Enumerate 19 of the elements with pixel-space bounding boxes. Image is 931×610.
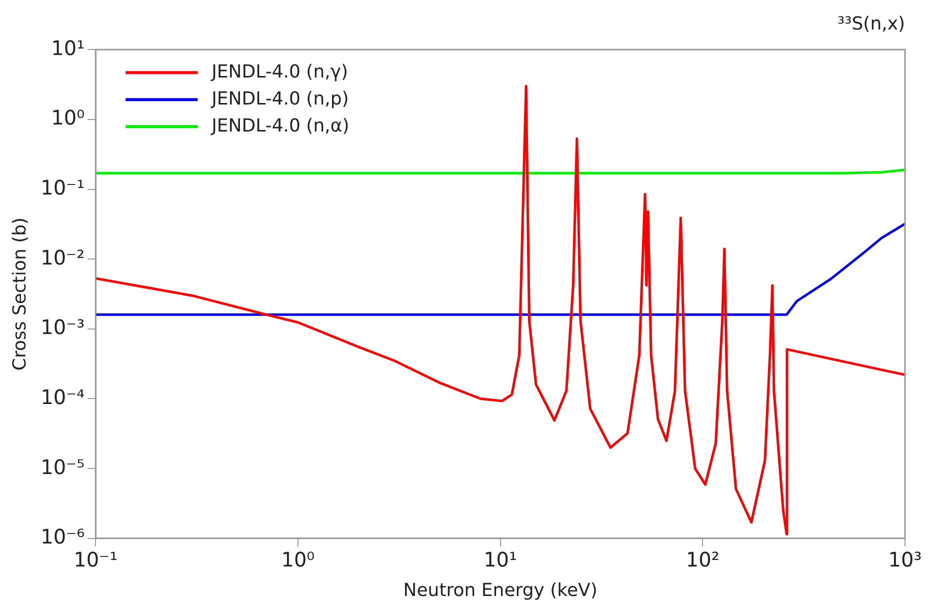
legend-label: JENDL-4.0 (n,γ): [210, 61, 348, 82]
y-tick-label: 10⁻¹: [40, 175, 85, 200]
y-tick-label: 10⁻²: [40, 245, 85, 270]
y-tick-label: 10⁻³: [40, 315, 85, 340]
legend-label: JENDL-4.0 (n,p): [210, 88, 349, 110]
x-axis-title: Neutron Energy (keV): [403, 580, 598, 601]
chart-title: ³³S(n,x): [837, 13, 905, 34]
x-tick-label: 10¹: [484, 548, 518, 572]
x-tick-label: 10⁻¹: [74, 548, 118, 572]
y-tick-label: 10⁻⁵: [40, 454, 85, 479]
y-tick-label: 10⁰: [51, 106, 85, 130]
y-tick-label: 10⁻⁴: [40, 384, 85, 409]
y-tick-label: 10¹: [51, 36, 85, 60]
legend-label: JENDL-4.0 (n,α): [210, 115, 350, 136]
y-tick-label: 10⁻⁶: [40, 524, 85, 549]
x-tick-label: 10³: [888, 548, 922, 572]
x-tick-label: 10²: [686, 548, 720, 572]
y-axis-title: Cross Section (b): [9, 217, 30, 371]
x-tick-label: 10⁰: [281, 548, 315, 572]
